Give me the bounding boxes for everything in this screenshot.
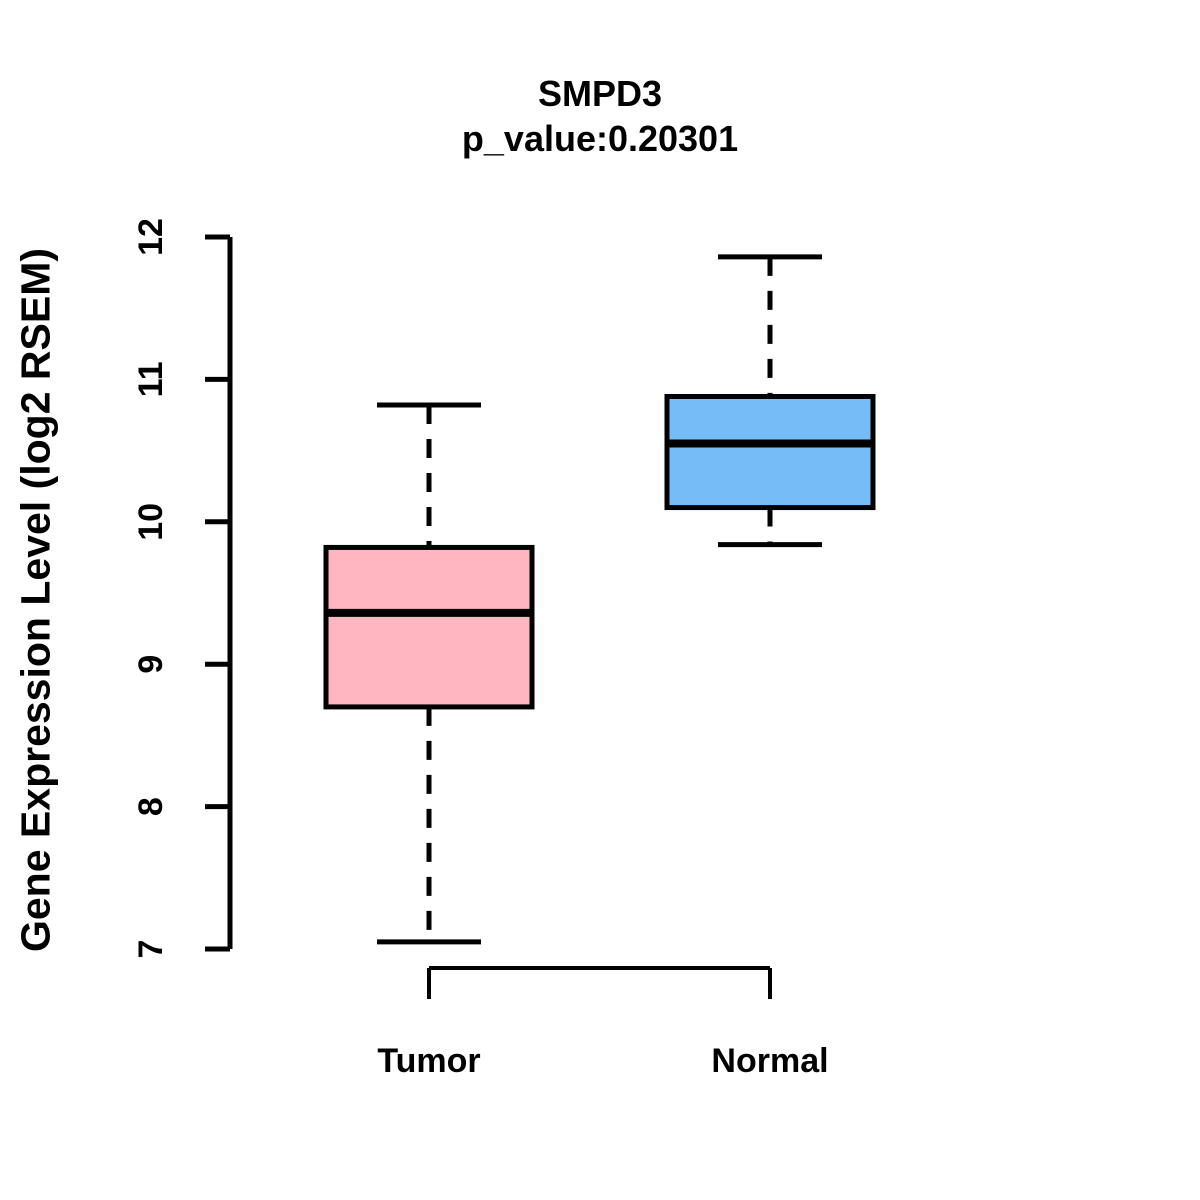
normal-axis-label: Normal: [711, 1042, 828, 1080]
y-tick-label: 8: [132, 797, 170, 816]
chart-title: SMPD3: [537, 73, 663, 114]
y-tick-label: 10: [132, 503, 170, 541]
y-tick-label: 12: [132, 218, 170, 256]
y-tick-label: 9: [132, 655, 170, 674]
y-tick-label: 7: [132, 940, 170, 959]
y-tick-label: 11: [132, 361, 170, 397]
normal-box: [664, 393, 876, 511]
tumor-axis-label: Tumor: [377, 1042, 480, 1080]
tumor-box: [323, 544, 535, 710]
p-value-subtitle: p_value:0.20301: [461, 118, 739, 159]
